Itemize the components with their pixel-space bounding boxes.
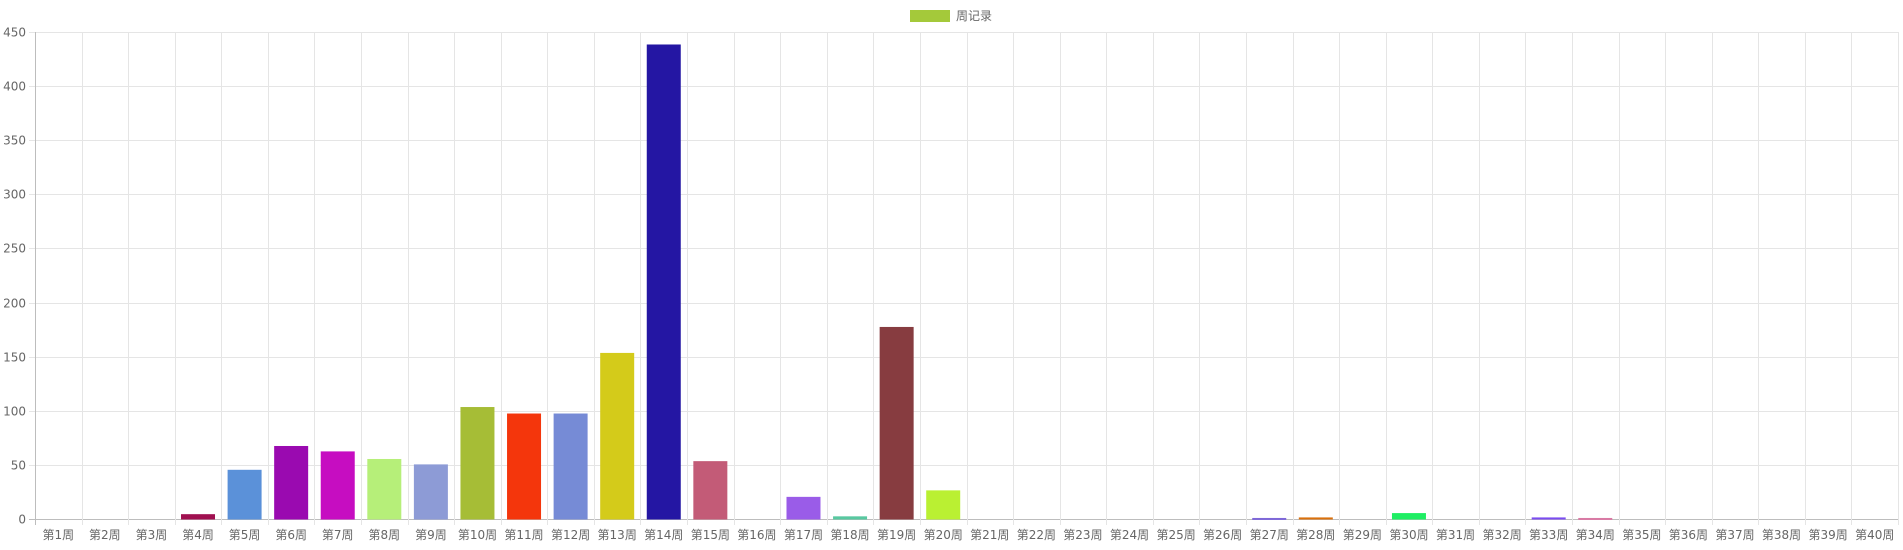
x-tick-label: 第40周 bbox=[1855, 528, 1894, 542]
x-tick-label: 第36周 bbox=[1669, 528, 1708, 542]
bar[interactable] bbox=[553, 413, 588, 520]
x-tick-label: 第9周 bbox=[415, 528, 447, 542]
legend-label[interactable]: 周记录 bbox=[956, 9, 992, 23]
x-tick-label: 第19周 bbox=[877, 528, 916, 542]
x-tick-label: 第38周 bbox=[1762, 528, 1801, 542]
y-tick-label: 100 bbox=[3, 405, 26, 419]
bar[interactable] bbox=[1391, 513, 1426, 520]
x-tick-label: 第24周 bbox=[1110, 528, 1149, 542]
x-tick-label: 第7周 bbox=[322, 528, 354, 542]
bar[interactable] bbox=[320, 451, 355, 520]
x-tick-label: 第29周 bbox=[1343, 528, 1382, 542]
bars bbox=[181, 44, 1613, 520]
x-tick-label: 第21周 bbox=[970, 528, 1009, 542]
x-tick-label: 第30周 bbox=[1389, 528, 1428, 542]
x-tick-label: 第14周 bbox=[644, 528, 683, 542]
bar[interactable] bbox=[274, 445, 309, 520]
y-tick-label: 150 bbox=[3, 351, 26, 365]
x-tick-label: 第27周 bbox=[1250, 528, 1289, 542]
bar[interactable] bbox=[413, 464, 448, 520]
bar[interactable] bbox=[181, 514, 216, 520]
y-tick-label: 0 bbox=[18, 513, 26, 527]
y-tick-label: 200 bbox=[3, 297, 26, 311]
bar[interactable] bbox=[460, 407, 495, 520]
bar[interactable] bbox=[1531, 517, 1566, 520]
bar[interactable] bbox=[1298, 517, 1333, 520]
x-tick-label: 第13周 bbox=[598, 528, 637, 542]
x-tick-label: 第35周 bbox=[1622, 528, 1661, 542]
x-tick-label: 第15周 bbox=[691, 528, 730, 542]
x-tick-label: 第39周 bbox=[1808, 528, 1847, 542]
x-tick-label: 第3周 bbox=[136, 528, 168, 542]
bar[interactable] bbox=[879, 326, 914, 520]
x-tick-label: 第16周 bbox=[737, 528, 776, 542]
x-tick-label: 第23周 bbox=[1063, 528, 1102, 542]
axes: 0 50 100 150 200 250 300 350 400 450 第1周 第2周 第3周 第4周 第… bbox=[3, 26, 1894, 543]
x-tick-label: 第31周 bbox=[1436, 528, 1475, 542]
bar[interactable] bbox=[367, 458, 402, 520]
legend-swatch[interactable] bbox=[910, 10, 950, 22]
y-tick-label: 50 bbox=[11, 459, 26, 473]
bar[interactable] bbox=[646, 44, 681, 520]
x-tick-label: 第11周 bbox=[504, 528, 543, 542]
x-tick-label: 第5周 bbox=[229, 528, 261, 542]
x-tick-label: 第37周 bbox=[1715, 528, 1754, 542]
x-tick-label: 第10周 bbox=[458, 528, 497, 542]
x-tick-label: 第20周 bbox=[924, 528, 963, 542]
x-tick-label: 第22周 bbox=[1017, 528, 1056, 542]
x-tick-label: 第32周 bbox=[1482, 528, 1521, 542]
y-tick-label: 350 bbox=[3, 134, 26, 148]
bar[interactable] bbox=[693, 461, 728, 520]
y-tick-label: 300 bbox=[3, 188, 26, 202]
y-tick-label: 250 bbox=[3, 242, 26, 256]
x-tick-label: 第33周 bbox=[1529, 528, 1568, 542]
x-tick-label: 第4周 bbox=[182, 528, 214, 542]
legend[interactable]: 周记录 bbox=[910, 9, 992, 23]
x-tick-label: 第25周 bbox=[1156, 528, 1195, 542]
bar[interactable] bbox=[507, 413, 542, 520]
bar[interactable] bbox=[833, 516, 868, 520]
x-tick-label: 第18周 bbox=[830, 528, 869, 542]
bar[interactable] bbox=[1252, 517, 1287, 520]
bar[interactable] bbox=[600, 352, 635, 520]
bar[interactable] bbox=[786, 496, 821, 520]
x-tick-label: 第1周 bbox=[42, 528, 74, 542]
grid-lines bbox=[29, 32, 1899, 525]
x-tick-label: 第6周 bbox=[275, 528, 307, 542]
x-tick-label: 第8周 bbox=[368, 528, 400, 542]
bar[interactable] bbox=[926, 490, 961, 520]
x-tick-label: 第2周 bbox=[89, 528, 121, 542]
y-tick-label: 450 bbox=[3, 26, 26, 40]
x-tick-label: 第26周 bbox=[1203, 528, 1242, 542]
bar[interactable] bbox=[1578, 517, 1613, 520]
x-tick-label: 第12周 bbox=[551, 528, 590, 542]
x-tick-label: 第34周 bbox=[1576, 528, 1615, 542]
bar[interactable] bbox=[227, 469, 262, 520]
y-tick-label: 400 bbox=[3, 80, 26, 94]
x-tick-label: 第17周 bbox=[784, 528, 823, 542]
x-tick-label: 第28周 bbox=[1296, 528, 1335, 542]
